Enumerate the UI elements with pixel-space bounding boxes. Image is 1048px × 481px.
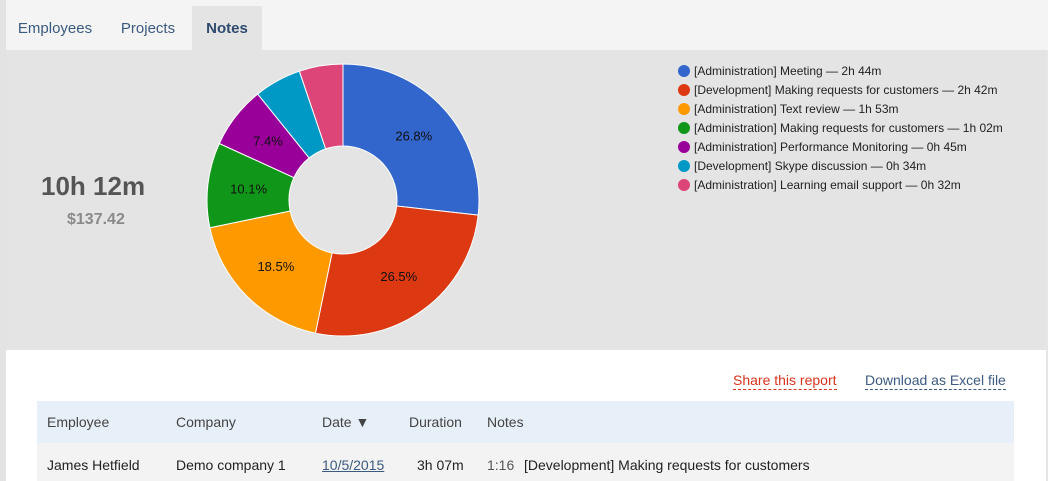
cell-employee: James Hetfield	[47, 457, 140, 473]
tab-employees[interactable]: Employees	[17, 20, 93, 37]
cell-date-link[interactable]: 10/5/2015	[322, 457, 385, 473]
chart-legend: [Administration] Meeting — 2h 44m [Develo…	[678, 61, 1003, 194]
column-header-employee[interactable]: Employee	[47, 414, 110, 430]
legend-label: [Development] Skype discussion — 0h 34m	[694, 158, 927, 173]
chart-panel: 10h 12m $137.42 26.8% 26.5% 18.5% 10.1% 7.4%…	[6, 50, 1046, 350]
legend-item-1[interactable]: [Development] Making requests for custom…	[678, 80, 1003, 99]
column-header-duration[interactable]: Duration	[409, 414, 462, 430]
pie-slice-6[interactable]	[298, 63, 344, 150]
legend-label: [Administration] Text review — 1h 53m	[694, 101, 899, 116]
cell-note-text: [Development] Making requests for custom…	[524, 457, 810, 473]
legend-item-0[interactable]: [Administration] Meeting — 2h 44m	[678, 61, 1003, 80]
legend-color-dot	[678, 159, 690, 172]
legend-item-4[interactable]: [Administration] Performance Monitoring …	[678, 137, 1003, 156]
page-left-border	[0, 0, 6, 481]
legend-color-dot	[678, 83, 690, 96]
column-header-date[interactable]: Date ▼	[322, 414, 370, 430]
slice-label-0: 26.8%	[395, 129, 432, 144]
legend-label: [Administration] Making requests for cus…	[694, 120, 1003, 135]
total-cost: $137.42	[67, 211, 125, 228]
legend-label: [Administration] Learning email support …	[694, 177, 961, 192]
total-time: 10h 12m	[41, 171, 146, 201]
share-report-link[interactable]: Share this report	[733, 372, 837, 390]
legend-color-dot	[678, 64, 690, 77]
legend-item-3[interactable]: [Administration] Making requests for cus…	[678, 118, 1003, 137]
legend-color-dot	[678, 178, 690, 191]
tab-notes[interactable]: Notes	[192, 6, 262, 50]
legend-item-5[interactable]: [Development] Skype discussion — 0h 34m	[678, 156, 1003, 175]
donut-chart: 26.8% 26.5% 18.5% 10.1% 7.4%	[206, 63, 480, 337]
download-excel-link[interactable]: Download as Excel file	[865, 372, 1006, 390]
legend-item-6[interactable]: [Administration] Learning email support …	[678, 175, 1003, 194]
table-row: James Hetfield Demo company 1 10/5/2015 …	[37, 443, 1014, 481]
slice-label-4: 7.4%	[253, 134, 283, 149]
legend-color-dot	[678, 140, 690, 153]
legend-color-dot	[678, 102, 690, 115]
slice-label-1: 26.5%	[380, 269, 417, 284]
cell-note-time: 1:16	[487, 457, 515, 473]
tab-projects[interactable]: Projects	[120, 20, 176, 37]
legend-item-2[interactable]: [Administration] Text review — 1h 53m	[678, 99, 1003, 118]
pie-slice-2[interactable]	[209, 210, 333, 334]
table-header: Employee Company Date ▼ Duration Notes	[37, 401, 1014, 443]
cell-company: Demo company 1	[176, 457, 286, 473]
page-right-border	[1046, 0, 1048, 481]
legend-label: [Administration] Meeting — 2h 44m	[694, 63, 882, 78]
column-header-notes[interactable]: Notes	[487, 414, 524, 430]
cell-duration: 3h 07m	[417, 457, 464, 473]
tab-bar: Employees Projects Notes	[6, 0, 1048, 50]
slice-label-3: 10.1%	[230, 181, 267, 196]
legend-color-dot	[678, 121, 690, 134]
pie-slice-1[interactable]	[314, 205, 479, 337]
pie-slice-0[interactable]	[342, 63, 480, 216]
legend-label: [Development] Making requests for custom…	[694, 82, 998, 97]
legend-label: [Administration] Performance Monitoring …	[694, 139, 967, 154]
slice-label-2: 18.5%	[257, 259, 294, 274]
column-header-company[interactable]: Company	[176, 414, 236, 430]
